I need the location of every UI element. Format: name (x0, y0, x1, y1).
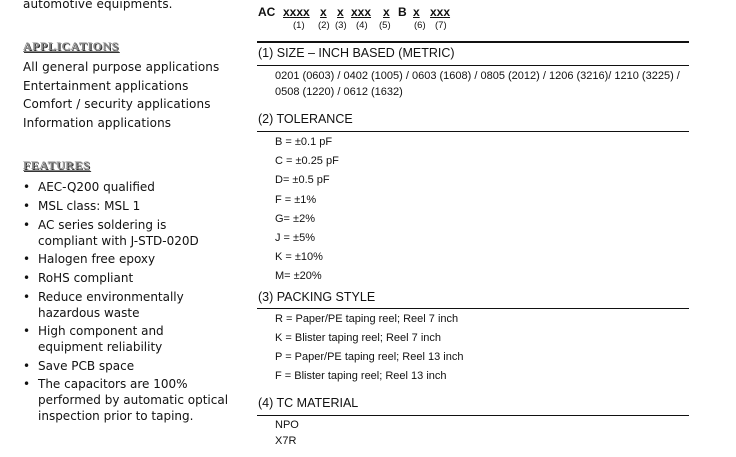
divider (257, 308, 689, 309)
feature-text: inspection prior to taping. (38, 409, 194, 423)
applications-heading: APPLICATIONS (23, 39, 119, 53)
part-prefix: AC (258, 5, 276, 19)
bullet-icon: • (23, 359, 31, 373)
bullet-icon: • (23, 324, 31, 338)
tolerance-item: K = ±10% (275, 251, 323, 264)
tolerance-item: G= ±2% (275, 212, 315, 225)
features-heading: FEATURES (23, 158, 91, 172)
feature-text: equipment reliability (38, 340, 163, 354)
feature-text: AEC-Q200 qualified (38, 180, 155, 194)
tolerance-item: C = ±0.25 pF (275, 155, 339, 168)
part-field: x (383, 5, 390, 19)
bullet-icon: • (23, 252, 31, 266)
field-number: (4) (356, 20, 368, 31)
size-line: 0201 (0603) / 0402 (1005) / 0603 (1608) … (275, 70, 680, 82)
feature-text: Halogen free epoxy (38, 252, 156, 266)
field-number: (6) (414, 20, 426, 31)
field-number: (3) (335, 20, 347, 31)
packing-item: K = Blister taping reel; Reel 7 inch (275, 332, 442, 344)
bullet-icon: • (23, 218, 31, 232)
field-number: (7) (435, 20, 447, 31)
feature-text: High component and (38, 324, 164, 338)
bullet-icon: • (23, 377, 31, 391)
intro-text: automotive equipments. (23, 0, 173, 11)
divider-thick (257, 41, 689, 43)
tc-item: NPO (275, 419, 299, 431)
feature-text: The capacitors are 100% (38, 377, 188, 391)
feature-text: MSL class: MSL 1 (38, 199, 141, 213)
feature-text: performed by automatic optical (38, 393, 229, 407)
application-item: All general purpose applications (23, 60, 220, 74)
tolerance-item: B = ±0.1 pF (275, 136, 333, 148)
tc-heading: (4) TC MATERIAL (258, 396, 359, 410)
feature-text: compliant with J-STD-020D (38, 234, 199, 248)
bullet-icon: • (23, 271, 31, 285)
packing-item: P = Paper/PE taping reel; Reel 13 inch (275, 351, 464, 363)
field-number: (5) (379, 20, 391, 31)
field-number: (1) (293, 20, 305, 31)
tolerance-item: M= ±20% (275, 270, 322, 283)
application-item: Information applications (23, 116, 172, 130)
application-item: Entertainment applications (23, 79, 189, 93)
application-item: Comfort / security applications (23, 97, 211, 111)
tolerance-item: J = ±5% (275, 232, 315, 244)
divider (257, 131, 689, 132)
part-field: x (337, 5, 344, 19)
bullet-icon: • (23, 180, 31, 194)
packing-heading: (3) PACKING STYLE (258, 290, 376, 304)
tolerance-heading: (2) TOLERANCE (258, 112, 353, 126)
packing-item: R = Paper/PE taping reel; Reel 7 inch (275, 313, 459, 325)
feature-text: AC series soldering is (38, 218, 167, 232)
packing-item: F = Blister taping reel; Reel 13 inch (275, 370, 447, 382)
part-field: xxxx (283, 5, 310, 19)
size-line: 0508 (1220) / 0612 (1632) (275, 86, 403, 98)
bullet-icon: • (23, 290, 31, 304)
part-field: xxx (351, 5, 372, 19)
part-field: xxx (430, 5, 451, 19)
feature-text: Reduce environmentally (38, 290, 184, 304)
feature-text: Save PCB space (38, 359, 135, 373)
part-field: x (320, 5, 327, 19)
size-heading: (1) SIZE – INCH BASED (METRIC) (258, 46, 455, 60)
divider (257, 65, 689, 66)
feature-text: RoHS compliant (38, 271, 134, 285)
part-field: B (398, 5, 407, 19)
bullet-icon: • (23, 199, 31, 213)
field-number: (2) (318, 20, 330, 31)
divider (257, 415, 689, 416)
tolerance-item: F = ±1% (275, 193, 317, 206)
tolerance-item: D= ±0.5 pF (275, 174, 330, 187)
part-field: x (413, 5, 420, 19)
tc-item: X7R (275, 435, 297, 447)
feature-text: hazardous waste (38, 306, 140, 320)
